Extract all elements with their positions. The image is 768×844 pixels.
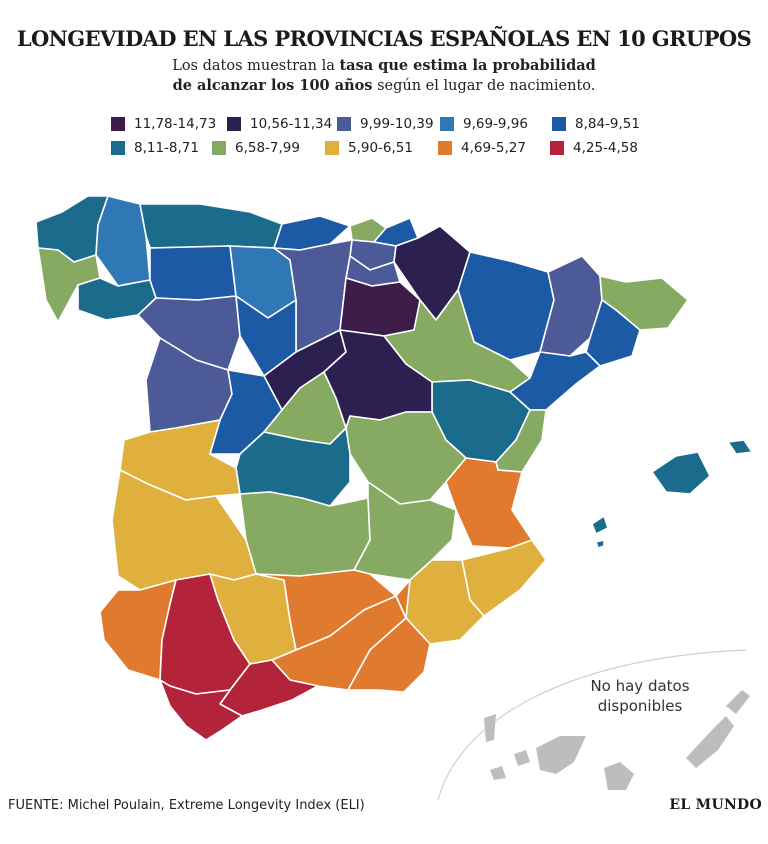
legend: 11,78-14,73 10,56-11,34 9,99-10,39 9,69-…	[111, 116, 671, 164]
legend-item: 4,69-5,27	[438, 140, 526, 156]
province-caceres	[119, 419, 241, 501]
legend-label: 8,11-8,71	[134, 140, 199, 156]
legend-swatch	[550, 141, 564, 155]
legend-item: 9,69-9,96	[440, 116, 528, 132]
legend-item: 8,11-8,71	[111, 140, 199, 156]
province-formentera	[595, 539, 605, 549]
legend-label: 9,69-9,96	[463, 116, 528, 132]
legend-item: 4,25-4,58	[550, 140, 638, 156]
brand-logo: EL MUNDO	[669, 797, 762, 813]
nodata-label: No hay datos disponibles	[560, 676, 720, 716]
legend-item: 5,90-6,51	[325, 140, 413, 156]
nodata-line-1: No hay datos	[590, 677, 690, 695]
legend-swatch	[325, 141, 339, 155]
province-valencia	[445, 457, 533, 549]
province-asturias	[139, 203, 283, 249]
island-fuerteventura	[686, 716, 734, 768]
island-tenerife	[536, 736, 586, 774]
province-cadiz	[159, 679, 243, 741]
legend-row-1: 11,78-14,73 10,56-11,34 9,99-10,39 9,69-…	[111, 116, 671, 140]
legend-label: 9,99-10,39	[360, 116, 434, 132]
province-ciudad-real	[239, 491, 371, 577]
legend-item: 8,84-9,51	[552, 116, 640, 132]
legend-swatch	[552, 117, 566, 131]
legend-label: 8,84-9,51	[575, 116, 640, 132]
province-ibiza	[591, 515, 609, 535]
island-lanzarote	[726, 690, 750, 714]
legend-item: 11,78-14,73	[111, 116, 216, 132]
nodata-line-2: disponibles	[597, 697, 683, 715]
province-menorca	[727, 439, 753, 455]
subtitle-text: Los datos muestran la	[172, 58, 340, 74]
legend-label: 4,69-5,27	[461, 140, 526, 156]
legend-swatch	[337, 117, 351, 131]
island-la-palma	[484, 714, 496, 742]
legend-swatch	[438, 141, 452, 155]
island-gran-canaria	[604, 762, 634, 790]
province-almeria	[347, 579, 431, 693]
island-el-hierro	[490, 766, 506, 780]
page-subtitle: Los datos muestran la tasa que estima la…	[0, 56, 768, 96]
subtitle-emphasis: tasa que estima la probabilidad	[339, 57, 596, 74]
legend-swatch	[212, 141, 226, 155]
legend-label: 11,78-14,73	[134, 116, 217, 132]
canarias-inset-border	[437, 649, 747, 801]
legend-item: 9,99-10,39	[337, 116, 434, 132]
subtitle-emphasis-2: de alcanzar los 100 años	[172, 77, 373, 94]
legend-label: 5,90-6,51	[348, 140, 413, 156]
source-credit: FUENTE: Michel Poulain, Extreme Longevit…	[8, 798, 365, 813]
legend-row-2: 8,11-8,71 6,58-7,99 5,90-6,51 4,69-5,27 …	[111, 140, 671, 164]
legend-swatch	[227, 117, 241, 131]
legend-swatch	[111, 117, 125, 131]
legend-label: 10,56-11,34	[250, 116, 333, 132]
legend-item: 10,56-11,34	[227, 116, 332, 132]
province-barcelona	[585, 299, 641, 367]
legend-swatch	[111, 141, 125, 155]
legend-label: 4,25-4,58	[573, 140, 638, 156]
subtitle-text-2: según el lugar de nacimiento.	[372, 78, 596, 94]
legend-item: 6,58-7,99	[212, 140, 300, 156]
island-la-gomera	[514, 750, 530, 766]
legend-swatch	[440, 117, 454, 131]
province-mallorca	[651, 451, 711, 495]
province-leon	[149, 245, 237, 301]
legend-label: 6,58-7,99	[235, 140, 300, 156]
page-title: LONGEVIDAD EN LAS PROVINCIAS ESPAÑOLAS E…	[16, 26, 752, 51]
